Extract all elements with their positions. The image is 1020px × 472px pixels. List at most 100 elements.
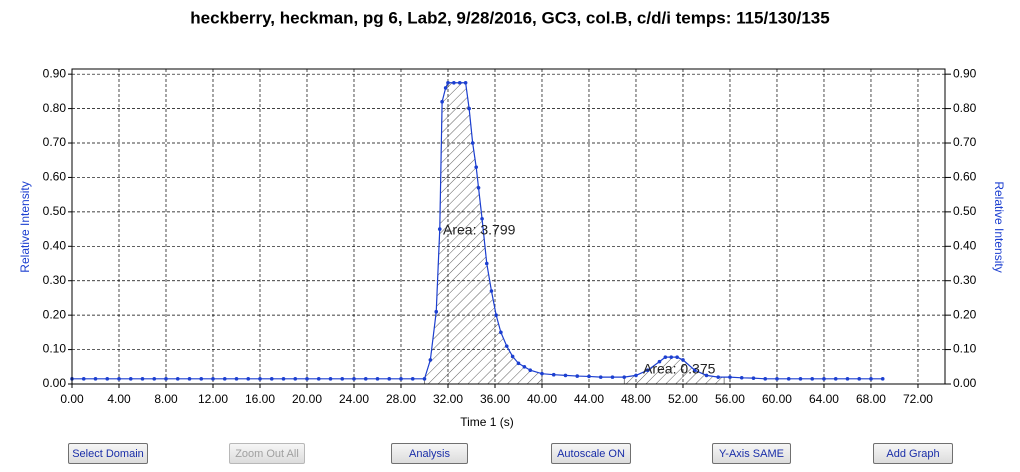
data-point bbox=[476, 185, 481, 190]
data-point bbox=[657, 359, 662, 364]
data-point bbox=[739, 376, 744, 380]
y2-tick-label: 0.90 bbox=[953, 66, 977, 80]
x-tick-label: 28.00 bbox=[386, 392, 416, 406]
data-point bbox=[675, 355, 679, 359]
y-tick-label: 0.30 bbox=[43, 273, 67, 287]
data-point bbox=[428, 358, 433, 362]
chart-title: heckberry, heckman, pg 6, Lab2, 9/28/201… bbox=[190, 8, 829, 27]
data-point bbox=[563, 373, 568, 378]
data-point bbox=[81, 377, 86, 381]
y2-tick-label: 0.00 bbox=[953, 376, 977, 390]
y-tick-label: 0.10 bbox=[43, 342, 67, 356]
data-point bbox=[452, 80, 456, 85]
data-point bbox=[669, 355, 674, 359]
area-label: Area: 0.375 bbox=[643, 361, 716, 377]
data-point bbox=[484, 261, 489, 266]
data-point bbox=[246, 377, 251, 381]
data-point bbox=[775, 377, 779, 381]
x-tick-label: 12.00 bbox=[198, 392, 228, 406]
data-point bbox=[480, 216, 484, 221]
y2-tick-label: 0.40 bbox=[953, 238, 977, 252]
data-point bbox=[763, 377, 768, 381]
data-point bbox=[117, 377, 121, 381]
data-point bbox=[516, 361, 521, 366]
data-point bbox=[440, 99, 444, 104]
data-point bbox=[692, 368, 697, 373]
y-tick-label: 0.00 bbox=[43, 376, 67, 390]
y2-tick-label: 0.60 bbox=[953, 170, 977, 184]
y-tick-label: 0.90 bbox=[43, 66, 67, 80]
data-point bbox=[457, 80, 462, 85]
x-tick-label: 4.00 bbox=[107, 392, 131, 406]
x-tick-label: 40.00 bbox=[527, 392, 557, 406]
y2-tick-label: 0.70 bbox=[953, 135, 977, 149]
data-point bbox=[528, 368, 533, 373]
data-point bbox=[610, 375, 615, 379]
x-tick-label: 36.00 bbox=[480, 392, 510, 406]
data-point bbox=[728, 375, 732, 379]
data-point bbox=[305, 377, 309, 381]
data-point bbox=[399, 377, 403, 381]
data-point bbox=[845, 377, 850, 381]
button[interactable]: Analysis bbox=[391, 443, 468, 464]
data-point bbox=[716, 375, 721, 379]
data-point bbox=[269, 377, 274, 381]
data-point bbox=[704, 373, 709, 378]
button[interactable]: Select Domain bbox=[68, 443, 148, 464]
y2-tick-label: 0.50 bbox=[953, 204, 977, 218]
data-point bbox=[164, 377, 168, 381]
data-point bbox=[434, 309, 439, 314]
data-point bbox=[575, 374, 580, 378]
data-point bbox=[663, 355, 668, 359]
x-axis-label: Time 1 (s) bbox=[460, 415, 514, 429]
data-point bbox=[199, 377, 204, 381]
data-point bbox=[352, 377, 356, 381]
y-tick-label: 0.20 bbox=[43, 307, 67, 321]
data-point bbox=[175, 377, 180, 381]
button: Zoom Out All bbox=[229, 443, 305, 464]
data-point bbox=[187, 377, 192, 381]
x-tick-label: 52.00 bbox=[668, 392, 698, 406]
plot-area bbox=[72, 69, 945, 384]
plot-frame bbox=[71, 68, 946, 385]
data-point bbox=[681, 358, 685, 362]
data-point bbox=[645, 368, 650, 373]
data-point bbox=[634, 373, 638, 378]
data-point bbox=[281, 377, 286, 381]
data-point bbox=[152, 377, 157, 381]
data-point bbox=[363, 377, 368, 381]
data-point bbox=[467, 106, 471, 111]
data-point bbox=[222, 377, 227, 381]
data-point bbox=[598, 375, 603, 379]
data-point bbox=[833, 377, 838, 381]
area-label: Area: 3.799 bbox=[443, 222, 516, 238]
data-point bbox=[504, 344, 509, 348]
y-tick-label: 0.50 bbox=[43, 204, 67, 218]
y2-tick-label: 0.30 bbox=[953, 273, 977, 287]
data-point bbox=[810, 377, 815, 381]
data-point bbox=[786, 377, 791, 381]
x-tick-label: 56.00 bbox=[715, 392, 745, 406]
x-tick-label: 20.00 bbox=[292, 392, 322, 406]
data-point bbox=[510, 354, 515, 359]
data-point bbox=[316, 377, 321, 381]
x-tick-label: 72.00 bbox=[903, 392, 933, 406]
data-point bbox=[798, 377, 803, 381]
x-tick-label: 8.00 bbox=[154, 392, 178, 406]
x-tick-label: 0.00 bbox=[60, 392, 84, 406]
data-point bbox=[751, 376, 756, 380]
y-tick-label: 0.80 bbox=[43, 101, 67, 115]
button[interactable]: Autoscale ON bbox=[551, 443, 631, 464]
data-point bbox=[340, 377, 345, 381]
button[interactable]: Add Graph bbox=[873, 443, 953, 464]
data-point bbox=[822, 377, 826, 381]
data-point bbox=[328, 377, 333, 381]
y-tick-label: 0.60 bbox=[43, 170, 67, 184]
button[interactable]: Y-Axis SAME bbox=[712, 443, 791, 464]
y-tick-label: 0.70 bbox=[43, 135, 67, 149]
data-point bbox=[211, 377, 215, 381]
y2-tick-label: 0.10 bbox=[953, 342, 977, 356]
data-point bbox=[880, 377, 885, 381]
data-point bbox=[128, 377, 133, 381]
